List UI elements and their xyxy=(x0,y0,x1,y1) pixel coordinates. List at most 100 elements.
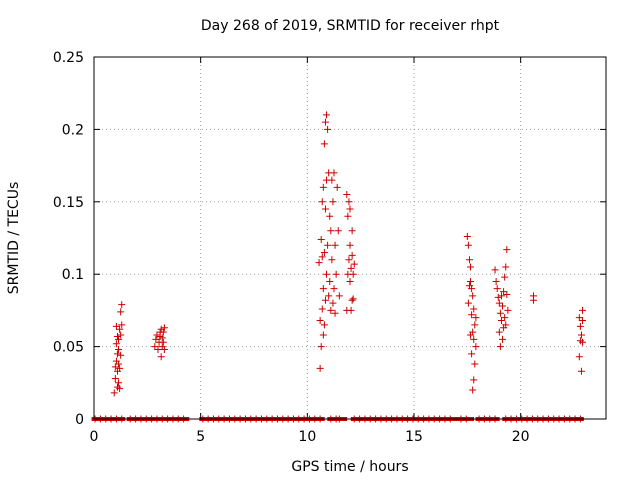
data-point xyxy=(334,227,342,235)
data-point xyxy=(467,277,475,285)
data-point xyxy=(348,227,356,235)
y-tick-label: 0 xyxy=(75,412,84,428)
data-point xyxy=(529,292,537,300)
data-point xyxy=(502,321,510,329)
data-point xyxy=(470,376,478,384)
data-point xyxy=(501,314,509,322)
x-tick-label: 20 xyxy=(512,429,530,445)
data-point xyxy=(343,191,351,199)
data-point xyxy=(331,241,339,249)
data-point xyxy=(157,353,165,361)
data-point xyxy=(328,256,336,264)
data-point xyxy=(324,125,332,133)
data-point xyxy=(320,248,328,256)
data-point xyxy=(327,306,335,314)
data-point xyxy=(330,285,338,293)
y-tick-label: 0.2 xyxy=(62,122,84,138)
data-point xyxy=(330,169,338,177)
data-point xyxy=(324,241,332,249)
data-point xyxy=(468,285,476,293)
data-point xyxy=(118,321,126,329)
data-point xyxy=(117,308,125,316)
data-point xyxy=(318,198,326,206)
data-point xyxy=(317,235,325,243)
data-point xyxy=(110,389,118,397)
data-point xyxy=(116,325,124,333)
data-point xyxy=(579,317,587,325)
data-point xyxy=(496,309,504,317)
data-point xyxy=(327,227,335,235)
data-point xyxy=(160,324,168,332)
data-point xyxy=(347,306,355,314)
data-point xyxy=(320,140,328,148)
data-point xyxy=(503,290,511,298)
y-tick-label: 0.15 xyxy=(53,195,84,211)
data-point xyxy=(319,183,327,191)
data-point xyxy=(116,385,124,393)
data-point xyxy=(335,292,343,300)
data-point xyxy=(153,331,161,339)
data-point xyxy=(345,256,353,264)
data-point xyxy=(118,301,126,309)
data-point xyxy=(348,296,356,304)
data-point xyxy=(319,285,327,293)
data-point xyxy=(329,299,337,307)
data-point xyxy=(116,364,124,372)
data-point xyxy=(154,345,162,353)
data-point xyxy=(151,343,159,351)
data-point xyxy=(470,305,478,313)
data-point xyxy=(319,331,327,339)
data-point xyxy=(326,277,334,285)
data-point xyxy=(321,205,329,213)
data-point xyxy=(346,241,354,249)
data-point xyxy=(471,321,479,329)
data-point xyxy=(470,335,478,343)
data-point xyxy=(502,263,510,271)
data-point xyxy=(347,264,355,272)
x-axis-label: GPS time / hours xyxy=(291,459,408,475)
y-axis-label: SRMTID / TECUs xyxy=(6,182,22,295)
data-point xyxy=(504,306,512,314)
data-point xyxy=(575,353,583,361)
data-point xyxy=(115,345,123,353)
plot-frame xyxy=(93,56,607,420)
data-point xyxy=(499,335,507,343)
data-point xyxy=(346,205,354,213)
data-point xyxy=(160,345,168,353)
data-point xyxy=(332,270,340,278)
data-point xyxy=(316,364,324,372)
data-point xyxy=(112,340,120,348)
x-tick-label: 10 xyxy=(298,429,316,445)
data-point xyxy=(499,302,507,310)
data-point xyxy=(333,183,341,191)
data-point xyxy=(576,322,584,330)
data-point xyxy=(492,277,500,285)
data-point xyxy=(497,292,505,300)
data-point xyxy=(344,212,352,220)
x-tick-label: 0 xyxy=(90,429,99,445)
data-point xyxy=(321,118,329,126)
data-point xyxy=(464,241,472,249)
data-point xyxy=(320,321,328,329)
data-point xyxy=(469,292,477,300)
data-point xyxy=(349,295,357,303)
data-point xyxy=(329,198,337,206)
data-point xyxy=(315,259,323,267)
data-point xyxy=(321,296,329,304)
data-point xyxy=(495,299,503,307)
data-point xyxy=(117,331,125,339)
data-point xyxy=(472,343,480,351)
data-point xyxy=(115,335,123,343)
data-point xyxy=(496,343,504,351)
tick-marks: 0 0.05 0.1 0.15 0.2 0.25 0 5 10 15 20 xyxy=(53,50,606,445)
data-point xyxy=(152,335,160,343)
data-point xyxy=(495,328,503,336)
data-point xyxy=(469,328,477,336)
data-point xyxy=(501,273,509,281)
data-point xyxy=(115,360,123,368)
data-point xyxy=(579,306,587,314)
data-point xyxy=(349,270,357,278)
data-point xyxy=(112,322,120,330)
